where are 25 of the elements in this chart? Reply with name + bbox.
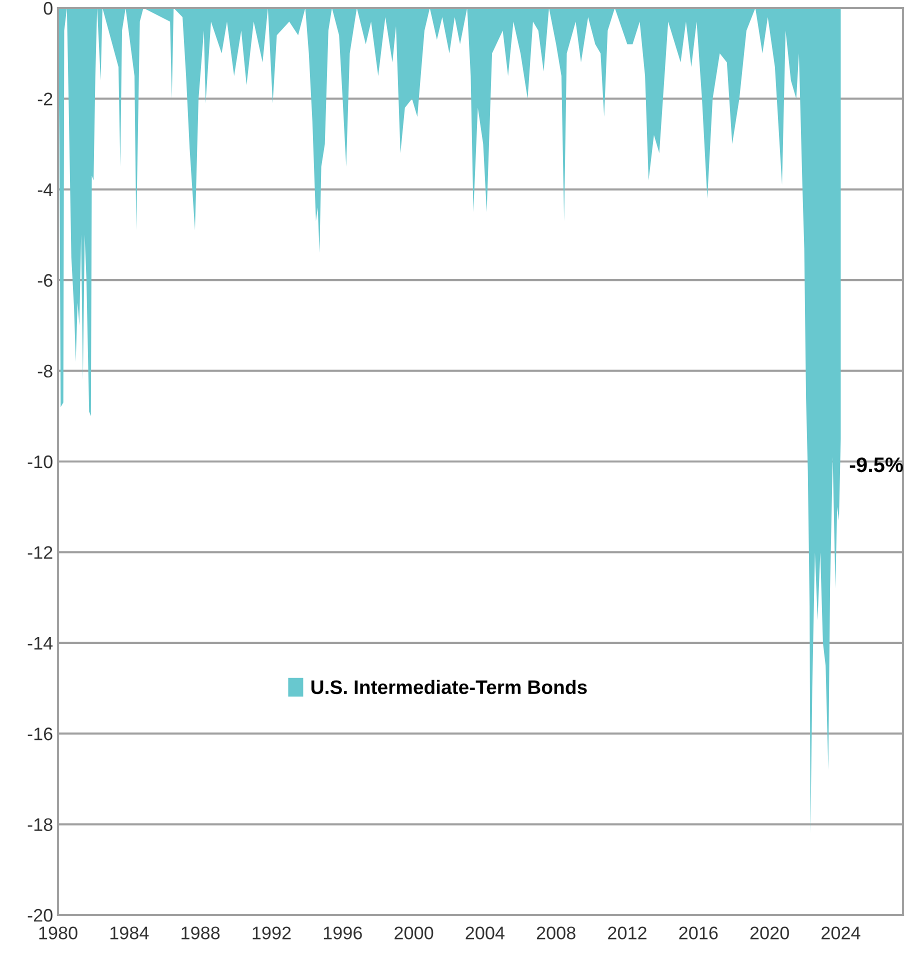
y-tick-label: -8 — [38, 364, 52, 378]
x-tick-label: 2016 — [679, 926, 718, 940]
x-tick-label: 1996 — [324, 926, 362, 940]
x-tick-label: 2012 — [608, 926, 646, 940]
y-tick-label: -20 — [28, 908, 52, 922]
x-tick-label: 1984 — [110, 926, 149, 940]
x-tick-label: 2008 — [536, 926, 576, 940]
x-tick-label: 1988 — [182, 926, 220, 940]
x-tick-label: 2020 — [750, 926, 789, 940]
legend-label: U.S. Intermediate-Term Bonds — [311, 680, 587, 694]
x-tick-label: 2024 — [822, 926, 860, 940]
y-tick-label: -2 — [38, 92, 52, 106]
y-tick-label: -4 — [38, 184, 53, 196]
annotation: -9.5% — [850, 457, 903, 472]
y-tick-label: -6 — [38, 274, 52, 287]
y-tick-label: -12 — [28, 546, 52, 559]
y-tick-label: 0 — [44, 2, 52, 15]
x-tick-label: 1980 — [39, 926, 78, 940]
y-tick-label: -14 — [28, 637, 53, 650]
x-tick-label: 2004 — [466, 926, 505, 940]
x-tick-label: 2000 — [394, 926, 434, 940]
y-tick-label: -10 — [28, 455, 52, 468]
y-tick-label: -16 — [28, 728, 52, 740]
x-tick-label: 1992 — [252, 926, 291, 940]
y-tick-label: -18 — [28, 818, 52, 832]
